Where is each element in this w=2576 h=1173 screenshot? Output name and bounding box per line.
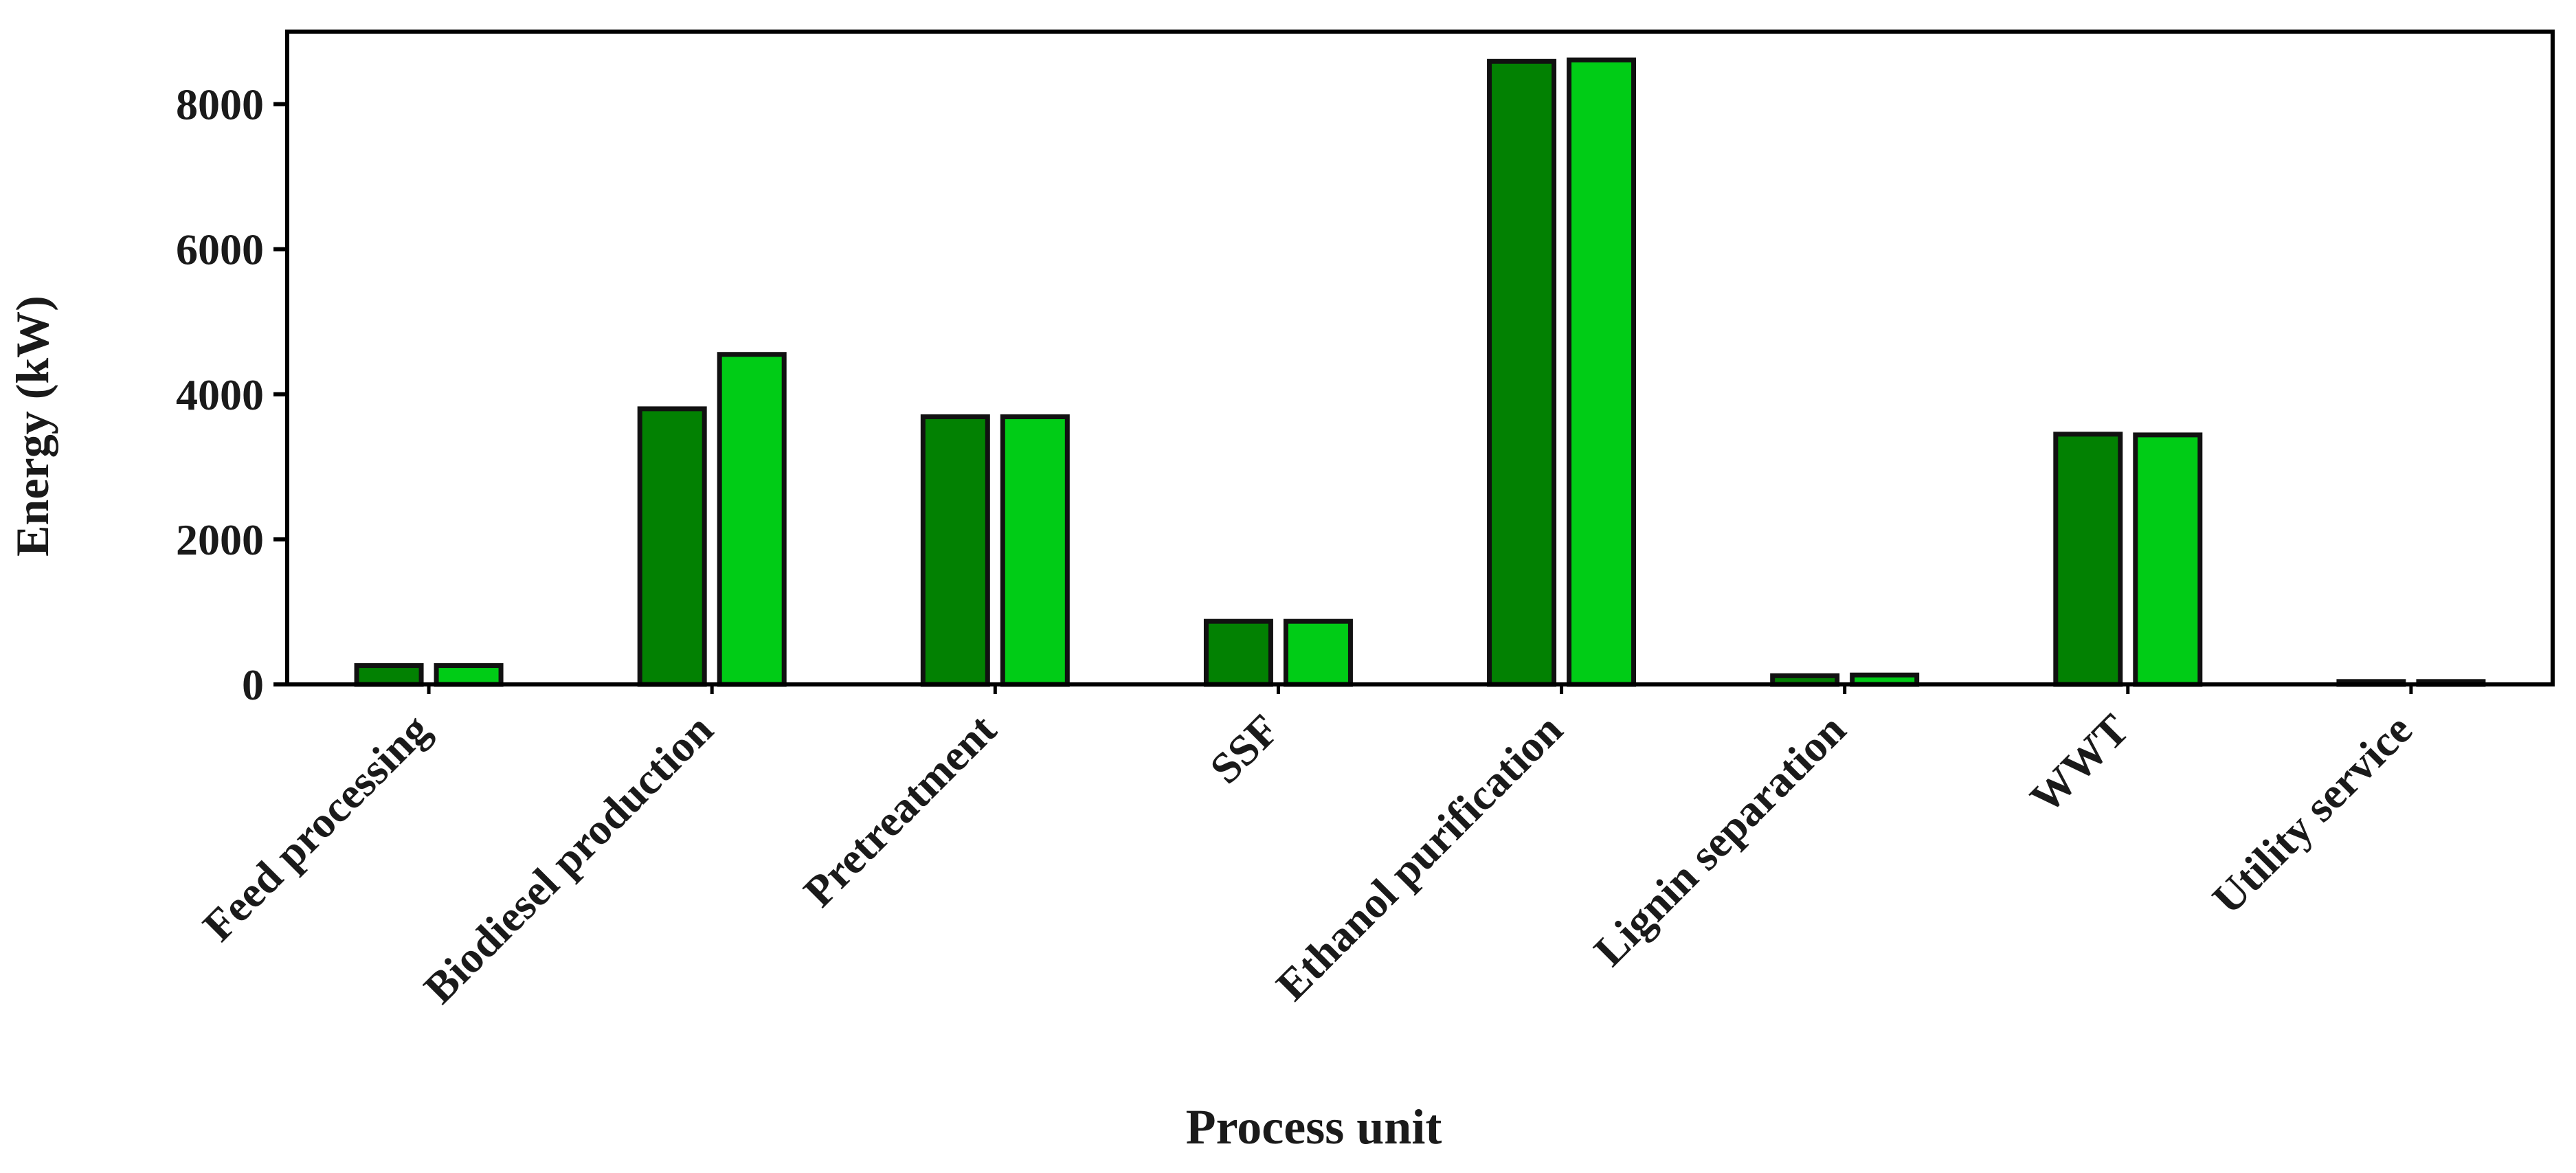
bar-1-pretreatment <box>920 414 990 687</box>
y-tick-label: 8000 <box>176 80 264 129</box>
bar-1-biodiesel-production <box>637 406 707 687</box>
y-axis: 0 2000 4000 6000 8000 <box>176 80 287 709</box>
bar-2-feed-processing <box>434 663 504 687</box>
y-tick-label: 6000 <box>176 225 264 274</box>
bars-layer <box>354 57 2486 687</box>
bar-1-wwt <box>2053 432 2123 687</box>
plot-frame <box>285 30 2555 686</box>
y-tick-label: 4000 <box>176 370 264 419</box>
bar-1-feed-processing <box>354 663 424 687</box>
bar-2-pretreatment <box>1000 414 1070 687</box>
y-axis-label: Energy (kW) <box>6 295 58 557</box>
x-axis-label: Process unit <box>1186 1099 1442 1154</box>
y-tick-label: 0 <box>242 660 264 709</box>
bar-2-wwt <box>2133 432 2203 687</box>
bar-1-ethanol-purification <box>1487 58 1557 687</box>
bar-2-biodiesel-production <box>717 352 787 687</box>
y-tick-label: 2000 <box>176 515 264 564</box>
bar-1-ssf <box>1203 618 1273 687</box>
bar-2-ethanol-purification <box>1567 57 1637 687</box>
bar-2-ssf <box>1283 618 1353 687</box>
